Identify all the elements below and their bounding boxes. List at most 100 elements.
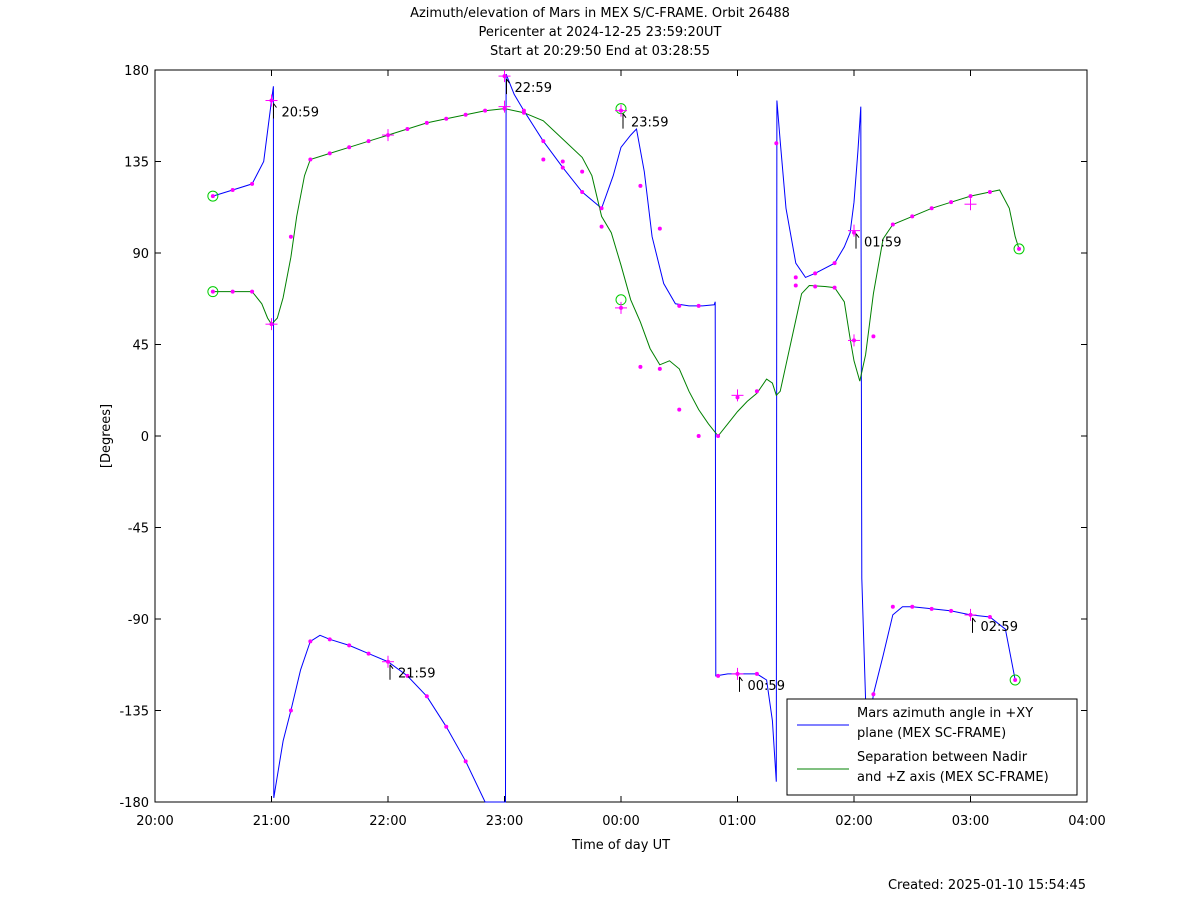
y-tick-label: 180 [124, 64, 149, 79]
x-tick-label: 22:00 [369, 814, 406, 829]
endpoint-circle-marker [207, 286, 219, 298]
annotation-pointer-head [972, 617, 976, 623]
data-point-marker [599, 206, 604, 211]
data-point-marker [1013, 678, 1018, 682]
data-point-marker [580, 190, 585, 194]
legend-box [786, 698, 1078, 796]
axis-ticks: 20:00 21:00 22:00 23:00 00:00 01:00 02:00 03:00… [119, 64, 1105, 829]
annotation-pointer-head [622, 113, 627, 118]
data-point-marker [230, 187, 235, 192]
hour-plus-marker [848, 224, 860, 237]
annotation-pointer-head [855, 233, 860, 238]
title-line: Azimuth/elevation of Mars in MEX S/C-FRA… [410, 6, 790, 21]
data-point-marker [308, 639, 313, 644]
time-annotation-label: 21:59 [398, 667, 435, 682]
annotation-pointer-head [506, 78, 510, 84]
data-point-marker [521, 110, 526, 115]
hour-plus-marker [382, 655, 394, 668]
data-point-marker [774, 141, 779, 146]
data-point-marker [308, 157, 313, 162]
data-point-marker [716, 673, 721, 678]
legend-entry-text: Mars azimuth angle in +XY [857, 706, 1033, 721]
data-point-marker [250, 181, 255, 186]
legend: Mars azimuth angle in +XY plane (MEX SC-F… [786, 698, 1078, 796]
data-point-marker [541, 139, 546, 144]
data-point-marker [599, 224, 604, 229]
data-point-marker [677, 303, 682, 308]
data-point-marker [657, 366, 662, 371]
data-point-marker [696, 303, 701, 308]
data-point-marker [541, 157, 546, 162]
y-axis-label: [Degrees] [99, 404, 114, 468]
legend-entry-text: and +Z axis (MEX SC-FRAME) [857, 770, 1049, 785]
time-annotation-label: 20:59 [282, 106, 319, 121]
data-point-marker [929, 606, 934, 611]
series-line-separation [212, 108, 1020, 437]
data-point-marker [424, 694, 429, 699]
time-annotation-label: 22:59 [515, 81, 552, 96]
data-point-marker [987, 614, 992, 619]
hour-plus-marker [615, 301, 627, 314]
hour-plus-marker [848, 334, 860, 347]
data-point-marker [288, 708, 293, 713]
time-annotation-label: 01:59 [864, 236, 901, 251]
chart-title: Azimuth/elevation of Mars in MEX S/C-FRA… [410, 6, 790, 59]
y-tick-label: 135 [124, 156, 149, 171]
data-point-marker [968, 194, 973, 199]
hour-plus-marker [731, 389, 744, 402]
data-point-marker [210, 194, 215, 199]
data-point-marker [288, 234, 293, 239]
x-tick-label: 04:00 [1068, 814, 1105, 829]
hour-plus-marker [731, 667, 744, 680]
legend-entry-text: plane (MEX SC-FRAME) [857, 726, 1006, 741]
hour-plus-marker [498, 70, 511, 83]
x-tick-label: 02:00 [835, 814, 872, 829]
y-tick-label: -90 [128, 613, 149, 628]
endpoint-circle-marker [207, 190, 219, 202]
annotation-pointer-head [273, 103, 277, 108]
data-point-marker [949, 200, 954, 205]
data-point-marker [444, 724, 449, 729]
data-point-marker [560, 165, 565, 170]
hour-plus-marker [382, 129, 394, 142]
data-point-marker [793, 283, 798, 288]
data-point-marker [871, 692, 876, 697]
hour-plus-marker [964, 608, 977, 621]
data-point-marker [793, 275, 798, 280]
data-point-marker [832, 261, 837, 266]
data-point-marker [347, 145, 352, 150]
title-line: Start at 20:29:50 End at 03:28:55 [490, 44, 710, 59]
data-point-marker [366, 139, 371, 144]
annotation-pointer-head [389, 664, 394, 670]
data-point-marker [1017, 246, 1022, 251]
endpoint-circle-marker [1013, 243, 1025, 255]
x-tick-label: 20:00 [136, 814, 173, 829]
series-line-azimuth [212, 73, 1016, 803]
data-point-marker [366, 651, 371, 656]
data-point-marker [890, 222, 895, 227]
y-tick-label: 45 [132, 339, 149, 354]
time-annotations: 20:59 21:59 22:59 23:59 00:59 01:59 02:59 [273, 78, 1018, 694]
data-point-marker [463, 112, 468, 117]
y-tick-label: 90 [132, 247, 149, 262]
data-point-marker [210, 289, 215, 294]
data-point-marker [949, 608, 954, 613]
data-point-marker [832, 285, 837, 290]
data-point-marker [677, 407, 682, 412]
data-point-marker [327, 151, 332, 156]
data-point-marker [910, 604, 915, 609]
x-tick-label: 01:00 [719, 814, 756, 829]
endpoint-circle-marker [1009, 674, 1021, 686]
data-point-marker [813, 271, 818, 276]
hour-plus-marker [265, 94, 278, 107]
series-lines [212, 73, 1020, 803]
y-tick-label: -45 [128, 522, 149, 537]
time-annotation-label: 02:59 [981, 620, 1018, 635]
data-point-marker [871, 334, 876, 339]
hour-plus-marker [498, 100, 511, 113]
time-annotation-label: 23:59 [631, 116, 668, 131]
data-point-marker [463, 759, 468, 764]
x-tick-label: 00:00 [602, 814, 639, 829]
x-tick-label: 23:00 [486, 814, 523, 829]
